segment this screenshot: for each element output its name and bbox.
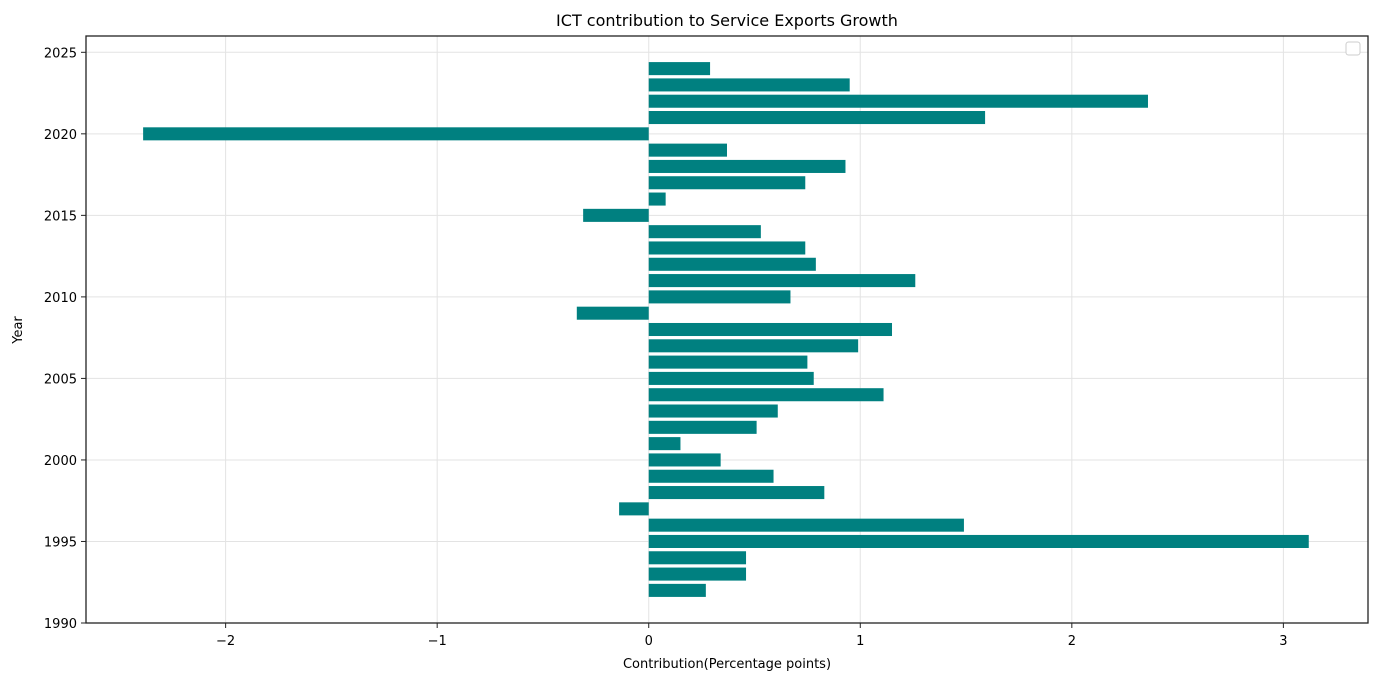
grid-lines [86, 36, 1368, 624]
bar-1998 [648, 486, 825, 500]
bar-2010 [648, 290, 791, 304]
x-tick-label: 3 [1279, 634, 1287, 649]
y-tick-label: 2010 [44, 291, 77, 306]
bar-2005 [648, 371, 814, 385]
bar-2014 [648, 225, 761, 239]
x-axis: −2 −1 0 1 2 3 [216, 623, 1288, 649]
x-tick-label: −2 [216, 634, 235, 649]
x-tick-label: 2 [1068, 634, 1076, 649]
y-tick-label: 1990 [44, 617, 77, 632]
bar-1993 [648, 567, 747, 581]
chart-title: ICT contribution to Service Exports Grow… [556, 11, 898, 30]
bar-2023 [648, 78, 850, 92]
bar-2015 [583, 208, 649, 222]
bar-2007 [648, 339, 859, 353]
y-tick-label: 2015 [44, 209, 77, 224]
bar-1997 [619, 502, 649, 516]
bar-1996 [648, 518, 964, 532]
bar-1995 [648, 534, 1309, 548]
bar-2022 [648, 94, 1148, 108]
bar-2003 [648, 404, 778, 418]
plot-frame [85, 35, 1369, 624]
x-axis-title: Contribution(Percentage points) [623, 657, 831, 672]
bar-2011 [648, 274, 916, 288]
y-axis-title: Year [11, 316, 26, 345]
y-tick-label: 2000 [44, 454, 77, 469]
y-tick-label: 2025 [44, 46, 77, 61]
bar-2021 [648, 111, 986, 125]
bar-2013 [648, 241, 806, 255]
bar-2002 [648, 420, 757, 434]
bar-1992 [648, 583, 706, 597]
bar-2012 [648, 257, 816, 271]
x-tick-label: 1 [856, 634, 864, 649]
y-tick-label: 2005 [44, 372, 77, 387]
bar-2000 [648, 453, 721, 467]
x-tick-label: 0 [645, 634, 653, 649]
bar-2004 [648, 388, 884, 402]
bar-2017 [648, 176, 806, 190]
bars [143, 62, 1309, 597]
y-tick-label: 2020 [44, 128, 77, 143]
y-axis: 1990 1995 2000 2005 2010 2015 2020 2025 [44, 46, 86, 632]
bar-2024 [648, 62, 711, 76]
bar-1994 [648, 551, 747, 565]
bar-2009 [576, 306, 649, 320]
bar-1999 [648, 469, 774, 483]
y-tick-label: 1995 [44, 535, 77, 550]
bar-2020 [143, 127, 649, 141]
bar-2016 [648, 192, 666, 206]
bar-2018 [648, 159, 846, 173]
bar-2019 [648, 143, 727, 157]
x-tick-label: −1 [428, 634, 447, 649]
bar-2008 [648, 322, 893, 337]
bar-2006 [648, 355, 808, 369]
bar-2001 [648, 437, 681, 451]
legend-box [1345, 41, 1361, 56]
